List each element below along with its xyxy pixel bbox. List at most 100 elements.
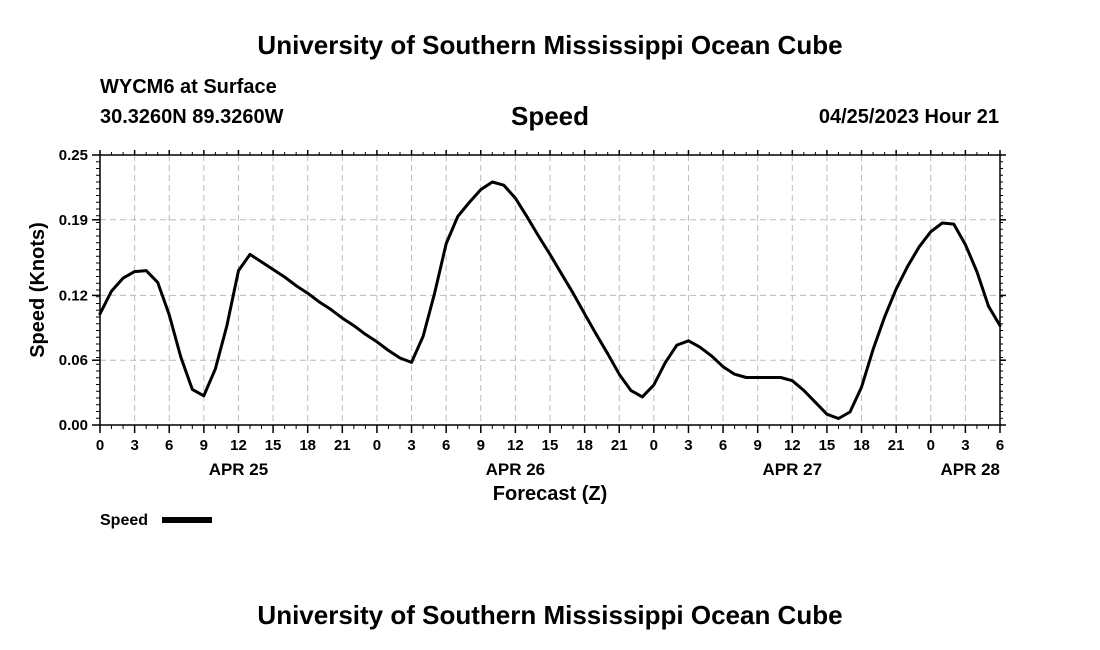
- data-point: [525, 215, 529, 218]
- data-point: [618, 373, 621, 376]
- data-point: [571, 292, 575, 295]
- x-tick-label: 21: [334, 437, 351, 454]
- data-point: [744, 376, 748, 379]
- data-point: [168, 313, 171, 317]
- data-point: [387, 349, 390, 352]
- data-point: [721, 365, 725, 368]
- data-point: [987, 305, 990, 308]
- x-tick-label: 6: [719, 437, 727, 454]
- x-tick-label: 21: [611, 437, 628, 454]
- axis-ticks: [92, 150, 1006, 433]
- legend-swatch: [162, 517, 212, 523]
- x-tick-label: 12: [507, 437, 524, 454]
- data-point: [687, 339, 690, 342]
- data-point: [641, 395, 644, 399]
- data-point: [779, 376, 782, 379]
- station-coordinates: 30.3260N 89.3260W: [100, 106, 284, 128]
- data-point: [502, 184, 506, 187]
- x-tick-label: 0: [373, 437, 381, 454]
- data-point: [237, 269, 240, 272]
- data-point: [283, 275, 286, 279]
- data-point: [802, 389, 806, 392]
- date-label: APR 25: [209, 460, 269, 479]
- variable-title: Speed: [510, 101, 590, 131]
- data-point: [341, 316, 344, 320]
- x-tick-label: 0: [927, 437, 935, 454]
- data-point: [375, 340, 379, 344]
- axis-labels: 0 3 6 9 12 15 18 21 0 3 6 9 12 15 18 21 0 3 6 9 12 15 18 21 0 3 6 0…: [59, 147, 1004, 479]
- y-tick-label: 0.19: [59, 212, 88, 229]
- data-point: [156, 281, 159, 284]
- data-point: [410, 361, 413, 364]
- forecast-time: 04/25/2023 Hour 21: [818, 106, 999, 128]
- data-point: [294, 284, 298, 287]
- data-point: [144, 269, 148, 272]
- data-point: [814, 401, 817, 404]
- x-tick-label: 9: [200, 437, 208, 454]
- data-point: [929, 230, 932, 233]
- data-point: [560, 272, 563, 275]
- x-tick-label: 6: [442, 437, 450, 454]
- data-point: [421, 335, 425, 338]
- bottom-title: University of Southern Mississippi Ocean…: [257, 600, 843, 630]
- data-point: [468, 201, 471, 204]
- station-name: WYCM6 at Surface: [100, 76, 277, 98]
- data-point: [918, 245, 921, 248]
- data-point: [664, 361, 667, 364]
- data-point: [352, 324, 356, 327]
- data-point: [606, 352, 609, 355]
- data-point: [871, 348, 875, 351]
- x-tick-label: 0: [650, 437, 658, 454]
- data-point: [202, 394, 206, 398]
- x-tick-label: 21: [888, 437, 905, 454]
- data-point: [537, 234, 540, 238]
- data-point: [975, 270, 979, 273]
- data-point: [248, 253, 252, 256]
- top-title: University of Southern Mississippi Ocean…: [257, 30, 843, 60]
- data-point: [433, 292, 436, 295]
- y-tick-label: 0.25: [59, 147, 88, 164]
- data-point: [952, 222, 956, 226]
- data-point: [364, 333, 367, 336]
- x-tick-label: 3: [130, 437, 138, 454]
- x-tick-label: 3: [961, 437, 969, 454]
- data-point: [848, 410, 852, 414]
- grid-lines: [100, 155, 1000, 425]
- x-tick-label: 6: [165, 437, 173, 454]
- series-layer: [98, 180, 1002, 420]
- x-tick-label: 9: [477, 437, 485, 454]
- data-point: [837, 417, 840, 420]
- x-tick-label: 15: [265, 437, 282, 454]
- data-point: [733, 373, 736, 376]
- x-tick-label: 18: [576, 437, 593, 454]
- x-tick-label: 15: [819, 437, 836, 454]
- y-tick-label: 0.12: [59, 287, 88, 304]
- data-point: [514, 197, 517, 200]
- data-point: [479, 188, 482, 191]
- data-point: [191, 388, 194, 391]
- x-axis-label: Forecast (Z): [493, 483, 607, 505]
- y-tick-label: 0.00: [59, 417, 88, 434]
- data-point: [583, 312, 586, 315]
- data-point: [652, 383, 656, 387]
- y-axis-label: Speed (Knots): [27, 222, 49, 358]
- data-point: [894, 287, 898, 291]
- data-point: [398, 356, 402, 360]
- data-point: [941, 221, 944, 225]
- data-point: [225, 324, 229, 327]
- data-point: [444, 242, 448, 245]
- data-point: [998, 324, 1002, 327]
- data-point: [260, 260, 263, 264]
- data-point: [133, 270, 136, 273]
- x-tick-label: 0: [96, 437, 104, 454]
- data-point: [825, 413, 829, 416]
- date-label: APR 27: [763, 460, 823, 479]
- x-tick-label: 6: [996, 437, 1004, 454]
- data-point: [698, 346, 702, 349]
- x-tick-label: 18: [299, 437, 316, 454]
- data-point: [768, 376, 771, 379]
- data-point: [906, 265, 909, 268]
- legend: Speed: [100, 512, 212, 529]
- data-point: [710, 354, 713, 358]
